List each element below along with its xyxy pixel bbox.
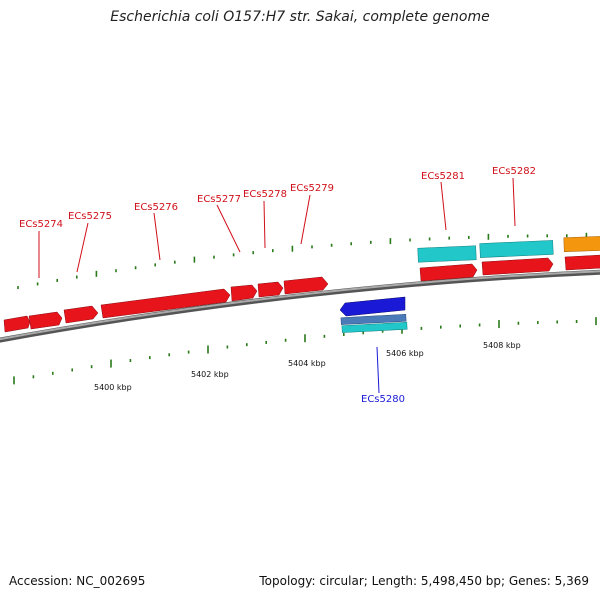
gene-arrow-ecs5277[interactable]	[230, 284, 258, 302]
gene-label: ECs5282	[492, 166, 536, 177]
gene-label: ECs5275	[68, 211, 112, 222]
gene-labels: ECs5274 ECs5275 ECs5276 ECs5277 ECs5278 …	[19, 166, 536, 405]
scale-label: 5400 kbp	[94, 383, 132, 392]
gene-arrow-a[interactable]	[3, 315, 31, 333]
genome-backbone-highlight	[0, 270, 600, 341]
gene-arrow-edge[interactable]	[564, 254, 600, 271]
gene-label: ECs5280	[361, 394, 405, 405]
cds-bar-ecs5280-top[interactable]	[340, 314, 407, 325]
scale-label: 5406 kbp	[386, 349, 424, 358]
gene-label: ECs5278	[243, 189, 287, 200]
forward-cds	[417, 236, 600, 263]
feature-bar-orange[interactable]	[563, 236, 600, 252]
gene-arrow-ecs5281[interactable]	[419, 263, 478, 282]
cds-bar-ecs5282[interactable]	[479, 240, 554, 258]
cds-bar-ecs5281[interactable]	[417, 245, 477, 263]
gene-arrow-ecs5276[interactable]	[100, 288, 231, 319]
cds-bar-ecs5280[interactable]	[341, 322, 408, 333]
reverse-genes	[339, 296, 408, 333]
gene-label: ECs5277	[197, 194, 241, 205]
gene-arrow-ecs5278[interactable]	[257, 281, 284, 298]
scale-label: 5404 kbp	[288, 359, 326, 368]
accession-text: Accession: NC_002695	[9, 574, 146, 588]
gene-arrow-ecs5275[interactable]	[63, 305, 99, 324]
label-callouts	[38, 177, 516, 394]
genome-info-text: Topology: circular; Length: 5,498,450 bp…	[259, 574, 589, 588]
tick-marks	[13, 232, 597, 385]
gene-arrow-ecs5282[interactable]	[481, 257, 554, 276]
scale-labels: 5400 kbp 5402 kbp 5404 kbp 5406 kbp 5408…	[94, 341, 521, 392]
scale-label: 5402 kbp	[191, 370, 229, 379]
scale-label: 5408 kbp	[483, 341, 521, 350]
gene-label: ECs5274	[19, 219, 63, 230]
gene-arrow-ecs5279[interactable]	[283, 276, 329, 295]
forward-genes	[3, 254, 600, 333]
map-title: Escherichia coli O157:H7 str. Sakai, com…	[110, 9, 490, 25]
genome-backbone	[0, 269, 600, 343]
gene-label: ECs5279	[290, 183, 334, 194]
gene-label: ECs5281	[421, 171, 465, 182]
gene-arrow-ecs5280[interactable]	[339, 296, 406, 317]
gene-arrow-ecs5274[interactable]	[28, 311, 63, 330]
gene-label: ECs5276	[134, 202, 178, 213]
